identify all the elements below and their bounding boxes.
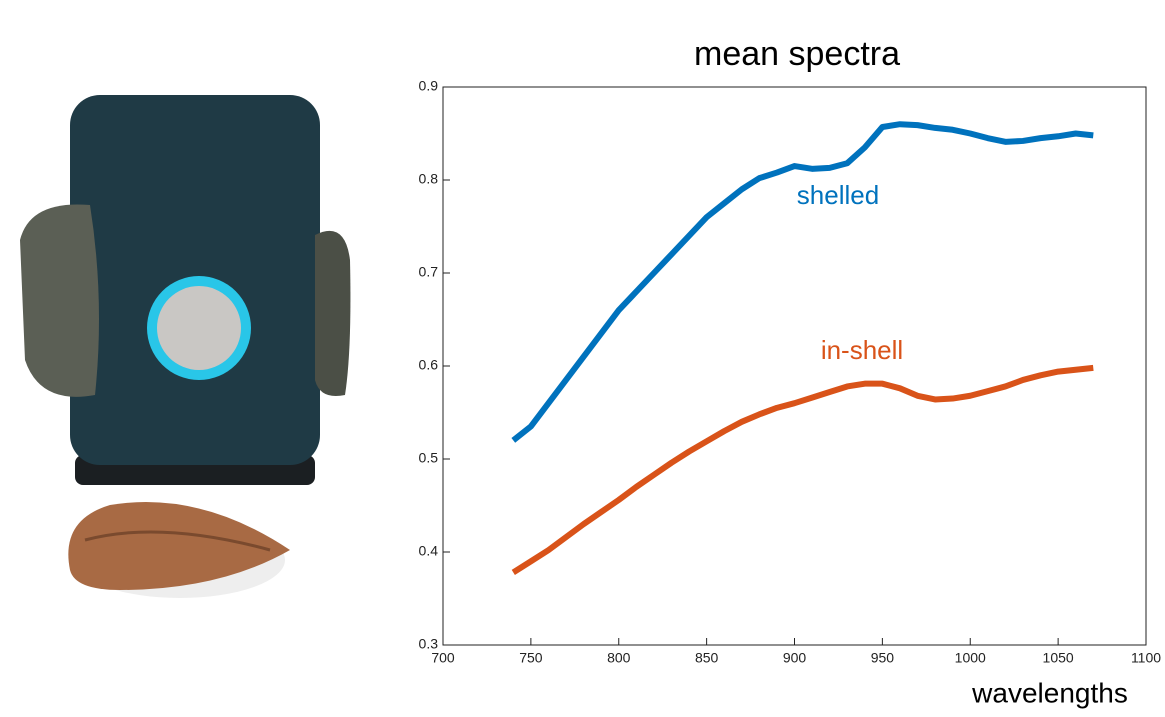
device-photo	[20, 95, 350, 598]
y-tick-label: 0.6	[419, 357, 439, 373]
chart: mean spectra wavelengths 0.30.40.50.60.7…	[0, 0, 1165, 712]
x-tick-label: 700	[431, 650, 455, 666]
y-tick-label: 0.4	[419, 543, 439, 559]
x-tick-label: 850	[695, 650, 719, 666]
chart-title: mean spectra	[694, 35, 900, 73]
x-tick-label: 950	[871, 650, 895, 666]
series-line	[513, 368, 1093, 573]
x-tick-label: 1000	[955, 650, 986, 666]
x-tick-label: 750	[519, 650, 543, 666]
y-tick-label: 0.7	[419, 264, 439, 280]
x-tick-label: 1100	[1131, 650, 1161, 666]
y-tick-label: 0.5	[419, 450, 439, 466]
series-label: shelled	[797, 180, 879, 210]
y-tick-label: 0.9	[419, 78, 439, 94]
x-tick-label: 900	[783, 650, 807, 666]
x-axis-label: wavelengths	[971, 677, 1128, 708]
page: {"chart_data": {"type": "line", "title":…	[0, 0, 1165, 712]
x-tick-label: 800	[607, 650, 631, 666]
y-tick-label: 0.8	[419, 171, 439, 187]
series-label: in-shell	[821, 335, 903, 365]
series-line	[513, 124, 1093, 440]
x-tick-label: 1050	[1043, 650, 1074, 666]
plot-frame	[443, 87, 1146, 645]
